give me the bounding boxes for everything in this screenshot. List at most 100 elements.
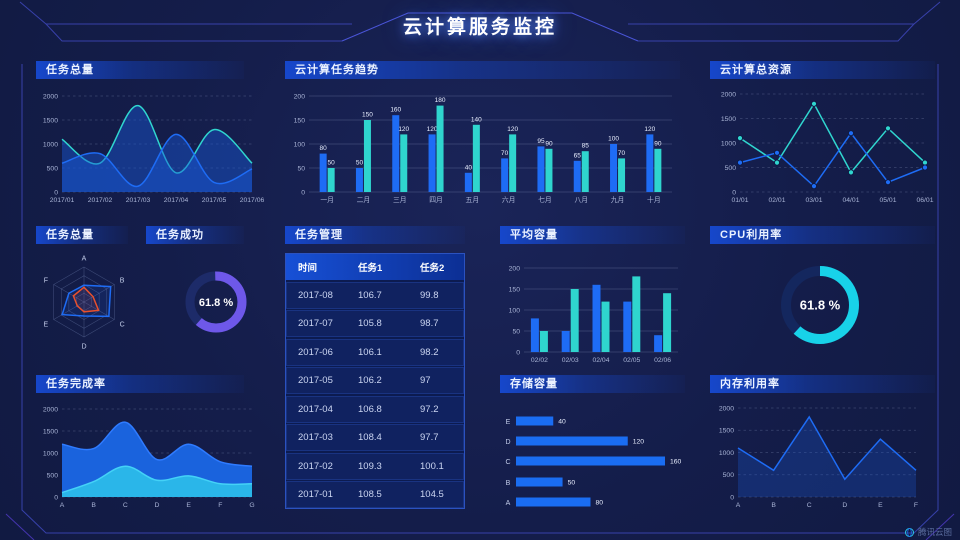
svg-text:四月: 四月 (429, 196, 443, 204)
svg-text:120: 120 (427, 126, 438, 133)
panel-title-avg-capacity: 平均容量 (500, 226, 685, 244)
svg-text:95: 95 (537, 138, 545, 145)
svg-text:140: 140 (471, 116, 482, 123)
svg-text:0: 0 (301, 189, 305, 196)
svg-text:五月: 五月 (466, 196, 480, 204)
svg-text:70: 70 (618, 150, 626, 157)
svg-text:120: 120 (507, 126, 518, 133)
svg-text:50: 50 (512, 328, 520, 335)
svg-text:150: 150 (294, 117, 306, 124)
svg-text:十月: 十月 (647, 195, 661, 204)
svg-text:85: 85 (582, 143, 590, 150)
svg-text:100: 100 (608, 136, 619, 143)
task-success-gauge: 61.8 % (185, 271, 247, 333)
svg-text:02/04: 02/04 (592, 357, 609, 364)
svg-text:120: 120 (398, 126, 409, 133)
cpu-usage-gauge: 61.8 % (781, 266, 859, 344)
svg-text:0: 0 (54, 189, 58, 196)
svg-text:A: A (82, 256, 87, 263)
svg-text:1500: 1500 (43, 117, 58, 124)
svg-text:02/06: 02/06 (654, 357, 671, 364)
svg-text:50: 50 (328, 160, 336, 167)
svg-text:六月: 六月 (502, 195, 516, 204)
svg-text:七月: 七月 (538, 195, 552, 204)
panel-title-task-completion: 任务完成率 (36, 375, 244, 393)
svg-text:E: E (878, 502, 883, 509)
svg-text:150: 150 (362, 112, 373, 119)
table-row: 2017-07 105.8 98.7 (286, 310, 464, 337)
svg-text:1500: 1500 (719, 428, 734, 435)
svg-text:0: 0 (516, 349, 520, 356)
svg-text:180: 180 (435, 97, 446, 104)
svg-text:2017/06: 2017/06 (240, 197, 265, 204)
svg-text:D: D (505, 439, 510, 446)
svg-text:0: 0 (54, 494, 58, 501)
svg-text:E: E (506, 419, 511, 426)
task-trend-bar-chart: 0 50 100 150 200 一月 二月 三月 四月 五月 六月 七月 八月 九月 十月 80 50 160 1… (294, 93, 672, 204)
page-title: 云计算服务监控 (402, 17, 557, 38)
svg-text:2017/04: 2017/04 (164, 197, 189, 204)
svg-text:D: D (842, 502, 847, 509)
svg-text:A: A (736, 502, 741, 509)
svg-text:F: F (44, 278, 48, 285)
svg-text:B: B (91, 502, 96, 509)
table-row: 2017-03 108.4 97.7 (286, 424, 464, 451)
task-total-area-chart: 0 500 1000 1500 2000 2017/01 2017/02 2017/03 201… (43, 93, 265, 204)
table-row: 2017-04 106.8 97.2 (286, 395, 464, 423)
svg-text:90: 90 (654, 140, 662, 147)
svg-text:B: B (506, 480, 511, 487)
svg-text:八月: 八月 (574, 196, 588, 204)
svg-text:D: D (81, 344, 86, 351)
svg-text:61.8 %: 61.8 % (199, 297, 233, 309)
svg-text:2000: 2000 (721, 91, 736, 98)
svg-text:04/01: 04/01 (842, 197, 859, 204)
table-row: 2017-02 109.3 100.1 (286, 452, 464, 480)
svg-text:1500: 1500 (721, 116, 736, 123)
svg-text:0: 0 (730, 494, 734, 501)
svg-text:A: A (60, 502, 65, 509)
svg-text:0: 0 (732, 189, 736, 196)
svg-text:500: 500 (723, 472, 735, 479)
svg-text:C: C (807, 502, 812, 509)
svg-text:500: 500 (725, 165, 737, 172)
task-table-header: 时间 任务1 任务2 (286, 254, 464, 280)
svg-text:三月: 三月 (393, 196, 407, 204)
table-row: 2017-01 108.5 104.5 (286, 481, 464, 508)
task-radar-chart: A B C D E F (44, 256, 125, 351)
svg-text:2017/01: 2017/01 (50, 197, 75, 204)
svg-text:50: 50 (356, 160, 364, 167)
avg-capacity-bar-chart: 0 50 100 150 200 02/02 02/03 02/04 02/05 02/06 (509, 265, 678, 364)
brand-text: 腾讯云图 (917, 527, 952, 537)
panel-title-task-success: 任务成功 (146, 226, 244, 244)
table-row: 2017-05 106.2 97 (286, 367, 464, 394)
svg-text:06/01: 06/01 (916, 197, 933, 204)
brand-badge: 腾讯云图 (904, 526, 952, 538)
svg-text:C: C (505, 459, 510, 466)
svg-text:A: A (506, 500, 511, 507)
svg-text:120: 120 (633, 439, 645, 446)
svg-text:F: F (218, 502, 222, 509)
svg-text:1500: 1500 (43, 428, 58, 435)
svg-text:二月: 二月 (357, 196, 371, 204)
svg-text:E: E (186, 502, 191, 509)
brand-logo-icon (904, 527, 914, 537)
svg-text:九月: 九月 (611, 195, 625, 204)
svg-text:05/01: 05/01 (879, 197, 896, 204)
svg-text:E: E (44, 322, 49, 329)
svg-text:90: 90 (545, 140, 553, 147)
task-table-body: 2017-08 106.7 99.8 2017-07 105.8 98.7 2017-06 1… (286, 281, 464, 508)
table-row: 2017-06 106.1 98.2 (286, 338, 464, 366)
svg-text:160: 160 (670, 459, 682, 466)
panel-title-task-manage: 任务管理 (285, 226, 465, 244)
svg-text:1000: 1000 (719, 450, 734, 457)
svg-text:61.8 %: 61.8 % (800, 298, 841, 313)
task-table: 时间 任务1 任务2 2017-08 106.7 99.8 2017-07 105.8 98.… (285, 253, 465, 509)
svg-text:2000: 2000 (719, 405, 734, 412)
panel-title-task-trend: 云计算任务趋势 (285, 61, 680, 79)
storage-hbar-chart: E 40 D 120 C 160 B 50 A 80 (505, 416, 682, 507)
svg-text:2000: 2000 (43, 93, 58, 100)
memory-line-chart: 0 500 1000 1500 2000 A B C D E F (719, 405, 918, 509)
svg-text:C: C (123, 502, 128, 509)
svg-text:2017/03: 2017/03 (126, 197, 151, 204)
